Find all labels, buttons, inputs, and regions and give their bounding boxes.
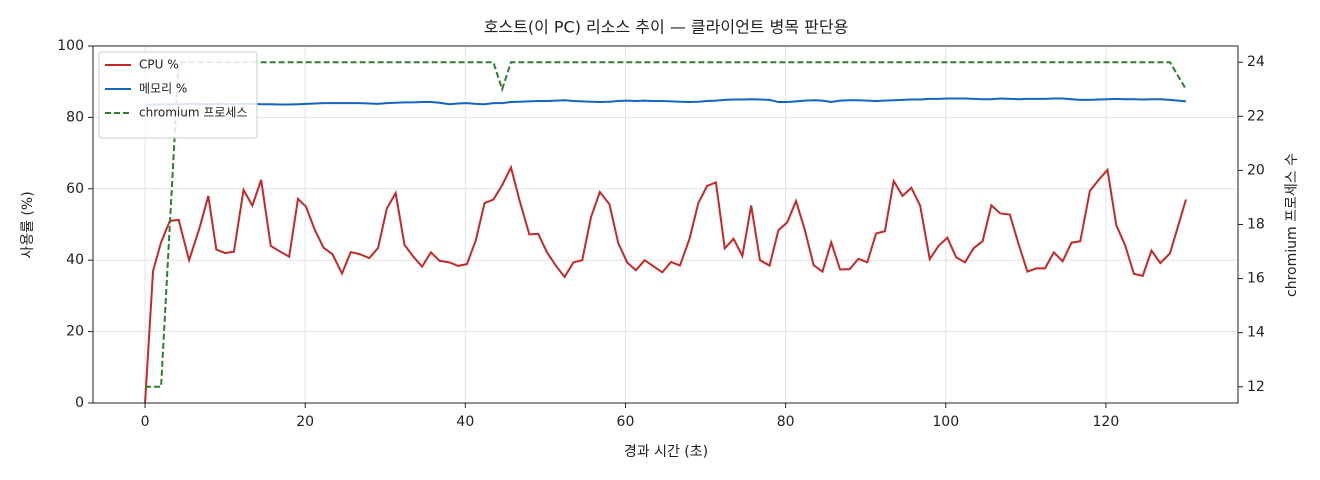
y-axis-label: 사용률 (%)	[20, 191, 36, 258]
legend-label: CPU %	[139, 58, 179, 72]
series-line	[145, 97, 1187, 106]
y-tick-label: 0	[75, 395, 84, 411]
plot-frame	[92, 45, 1239, 404]
y-tick-label: 40	[66, 252, 84, 268]
series-line	[145, 61, 1187, 388]
y2-tick-label: 12	[1247, 379, 1265, 395]
x-tick-label: 20	[296, 414, 314, 430]
x-tick-label: 120	[1093, 414, 1120, 430]
legend-label: 메모리 %	[139, 82, 187, 96]
y2-tick-label: 14	[1247, 325, 1265, 341]
y-tick-label: 60	[66, 181, 84, 197]
legend-label: chromium 프로세스	[139, 106, 248, 120]
x-tick-label: 0	[141, 414, 150, 430]
series-line	[144, 164, 1187, 404]
y2-axis-label: chromium 프로세스 수	[1284, 153, 1300, 297]
x-tick-label: 40	[456, 414, 474, 430]
y2-tick-label: 20	[1247, 162, 1265, 178]
y-tick-label: 100	[57, 38, 84, 54]
x-axis-label: 경과 시간 (초)	[624, 444, 708, 460]
y2-tick-label: 22	[1247, 108, 1265, 124]
y-tick-label: 20	[66, 324, 84, 340]
chart-title: 호스트(이 PC) 리소스 추이 — 클라이언트 병목 판단용	[484, 18, 849, 37]
x-tick-label: 100	[932, 414, 959, 430]
y2-tick-label: 16	[1247, 271, 1265, 287]
x-tick-label: 60	[617, 414, 635, 430]
y2-tick-label: 24	[1247, 54, 1265, 70]
legend-box	[98, 51, 258, 139]
x-tick-label: 80	[777, 414, 795, 430]
y2-tick-label: 18	[1247, 217, 1265, 233]
y-tick-label: 80	[66, 109, 84, 125]
legend: CPU % 메모리 % chromium 프로세스	[98, 51, 258, 139]
